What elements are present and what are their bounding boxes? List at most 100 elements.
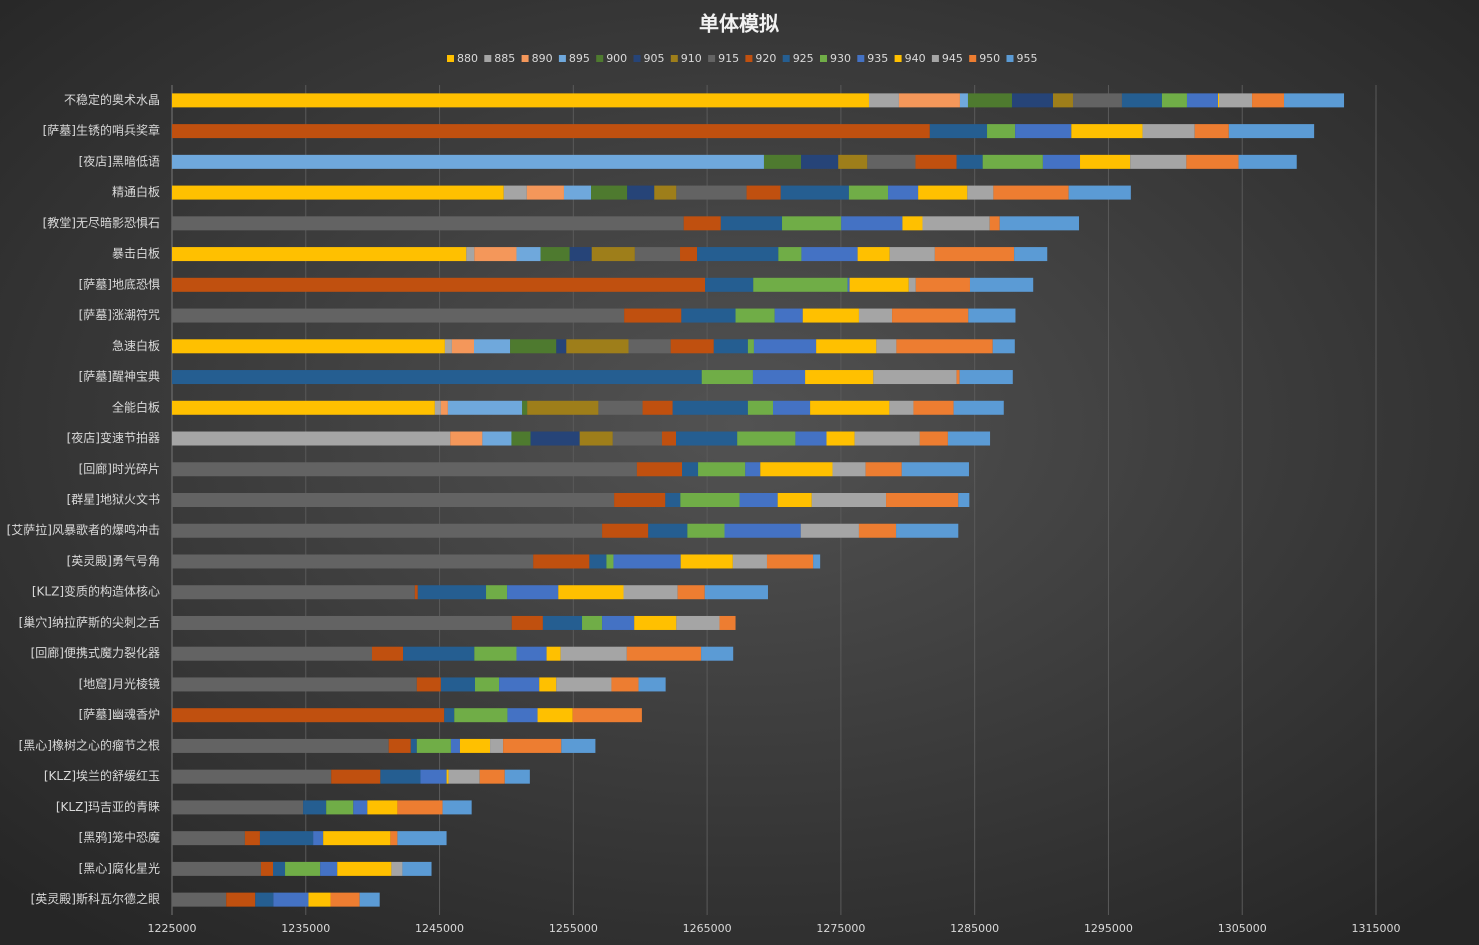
bar-segment: [876, 339, 897, 354]
bar-segment: [763, 154, 802, 169]
bar-segment: [1238, 154, 1297, 169]
bar-segment: [713, 339, 748, 354]
bar-segment: [747, 400, 773, 415]
bar-segment: [1218, 93, 1220, 108]
legend-swatch: [969, 55, 977, 62]
bar-segment: [569, 247, 592, 262]
bar-segment: [442, 800, 472, 815]
y-tick-label: 暴击白板: [112, 246, 160, 261]
legend-swatch: [670, 55, 678, 62]
bar-segment: [313, 831, 324, 846]
bar-segment: [417, 585, 487, 600]
x-tick-label: 1315000: [1352, 922, 1401, 935]
bar-segment: [745, 462, 761, 477]
bar-segment: [999, 216, 1080, 231]
bar-segment: [507, 585, 559, 600]
bar-segment: [802, 308, 859, 323]
bar-segment: [704, 585, 768, 600]
y-tick-label: [夜店]变速节拍器: [67, 430, 160, 445]
bar-segment: [953, 400, 1004, 415]
bar-segment: [947, 431, 991, 446]
bar-segment: [503, 185, 527, 200]
bar-segment: [638, 677, 666, 692]
bar-segment: [1142, 124, 1195, 139]
legend-label: 925: [793, 52, 814, 65]
bar-segment: [490, 738, 504, 753]
bar-segment: [556, 677, 612, 692]
legend-label: 945: [942, 52, 963, 65]
bar-segment: [589, 554, 607, 569]
bar-segment: [634, 615, 677, 630]
bar-segment: [563, 185, 592, 200]
bar-segment: [172, 216, 684, 231]
y-tick-label: [黑心]腐化星光: [79, 860, 160, 875]
legend-label: 910: [681, 52, 702, 65]
bar-segment: [450, 431, 483, 446]
bar-segment: [397, 800, 443, 815]
bar-segment: [735, 308, 775, 323]
bar-segment: [486, 585, 508, 600]
bar-segment: [416, 677, 441, 692]
legend-swatch: [447, 55, 454, 62]
bar-segment: [172, 585, 415, 600]
bar-segment: [450, 738, 460, 753]
y-tick-label: 全能白板: [112, 399, 160, 414]
y-tick-label: [萨墓]幽魂香炉: [79, 707, 160, 722]
bar-segment: [479, 769, 505, 784]
bar-segment: [908, 277, 916, 292]
bar-segment: [676, 431, 738, 446]
bar-segment: [172, 431, 451, 446]
bar-segment: [533, 554, 590, 569]
bar-segment: [780, 185, 849, 200]
bar-segment: [527, 400, 599, 415]
bar-segment: [447, 400, 523, 415]
bar-segment: [504, 769, 530, 784]
bar-segment: [888, 185, 919, 200]
legend-label: 915: [718, 52, 739, 65]
bar-segment: [968, 308, 1016, 323]
bar-segment: [648, 523, 688, 538]
bar-segment: [1011, 93, 1053, 108]
bar-segment: [614, 493, 666, 507]
legend-label: 950: [979, 52, 1000, 65]
bar-segment: [1068, 185, 1131, 200]
bar-segment: [172, 185, 504, 200]
bar-segment: [172, 339, 445, 354]
x-tick-label: 1275000: [816, 922, 865, 935]
y-tick-label: [群星]地狱火文书: [67, 492, 160, 507]
legend-swatch: [1006, 55, 1014, 62]
bar-segment: [172, 462, 637, 477]
bar-segment: [913, 400, 954, 415]
bar-segment: [1072, 93, 1122, 108]
bar-segment: [1161, 93, 1187, 108]
bar-segment: [919, 431, 948, 446]
bar-segment: [800, 523, 859, 538]
bar-segment: [719, 615, 736, 630]
legend-swatch: [931, 55, 939, 62]
bar-segment: [854, 431, 920, 446]
chart-title: 单体模拟: [699, 12, 779, 36]
bar-segment: [444, 339, 452, 354]
bar-segment: [397, 831, 447, 846]
y-tick-label: [KLZ]玛吉亚的青睐: [56, 799, 160, 814]
bar-segment: [482, 431, 512, 446]
y-tick-label: [萨墓]醒神宝典: [79, 370, 160, 384]
bar-segment: [687, 523, 725, 538]
bar-segment: [889, 247, 935, 262]
bar-segment: [416, 738, 451, 753]
bar-segment: [1052, 93, 1073, 108]
bar-segment: [720, 216, 783, 231]
bar-segment: [777, 493, 812, 507]
bar-segment: [451, 339, 475, 354]
bar-segment: [896, 339, 993, 354]
legend-label: 935: [867, 52, 888, 65]
bar-segment: [624, 308, 682, 323]
bar-segment: [172, 247, 467, 262]
bar-segment: [724, 523, 801, 538]
bar-segment: [626, 646, 702, 661]
legend-swatch: [708, 55, 716, 62]
bar-segment: [813, 554, 821, 569]
y-tick-label: [萨墓]涨潮符咒: [79, 307, 160, 322]
bar-segment: [172, 93, 869, 108]
